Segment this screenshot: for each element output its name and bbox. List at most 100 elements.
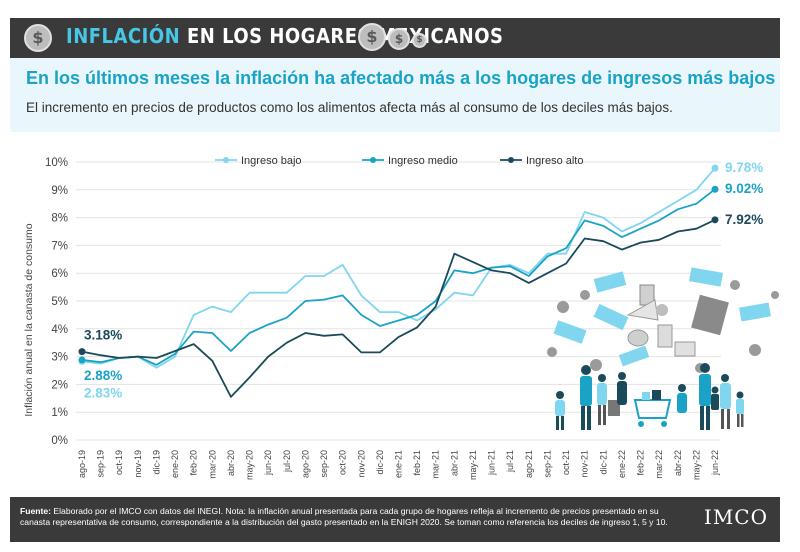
footer: Fuente: Elaborado por el IMCO con datos … [10, 497, 780, 542]
end-value-label: 7.92% [725, 212, 763, 227]
x-tick-label: sep-21 [542, 450, 552, 478]
series-end-point [711, 185, 719, 193]
x-tick-label: nov-21 [580, 450, 590, 478]
legend-marker [508, 157, 514, 163]
x-tick-label: ago-20 [300, 450, 310, 478]
bread-icon [627, 329, 649, 347]
dollar-coin-icon: $ [358, 23, 386, 51]
coin-icon [557, 301, 569, 313]
y-tick-label: 6% [51, 268, 68, 280]
banknote-icon [618, 345, 650, 367]
x-tick-label: feb-21 [412, 450, 422, 476]
shopping-cart-icon [633, 399, 672, 419]
legend: Ingreso bajo Ingreso medio Ingreso alto [215, 155, 583, 167]
banner-title-rest: EN LOS HOGARES MEXICANOS [186, 24, 504, 48]
legend-label: Ingreso bajo [241, 155, 302, 167]
y-tick-label: 9% [51, 185, 68, 197]
x-tick-label: may-20 [245, 450, 255, 480]
imco-logo: IMCO [703, 505, 768, 529]
y-tick-label: 7% [51, 240, 68, 252]
x-tick-label: abr-20 [226, 450, 236, 476]
coin-icon [749, 344, 761, 356]
x-tick-label: sep-20 [319, 450, 329, 478]
x-tick-label: ene-20 [170, 450, 180, 478]
start-value-label: 3.18% [84, 328, 122, 343]
box-icon [674, 341, 696, 357]
series-line-2 [81, 218, 716, 398]
x-tick-label: dic-19 [151, 450, 161, 475]
x-tick-label: sep-19 [96, 450, 106, 478]
x-tick-label: ago-21 [524, 450, 534, 478]
card-icon [691, 294, 729, 336]
banner-title-highlight: INFLACIÓN [66, 24, 181, 48]
apple-icon [656, 304, 668, 316]
x-tick-label: ene-21 [394, 450, 404, 478]
banknote-icon [689, 267, 723, 287]
y-tick-label: 5% [51, 296, 68, 308]
banner-title: INFLACIÓN EN LOS HOGARES MEXICANOS [66, 24, 503, 48]
grid [76, 161, 721, 441]
dollar-coin-icon: $ [388, 28, 410, 50]
x-tick-label: feb-20 [189, 450, 199, 476]
dollar-coin-icon: $ [24, 24, 52, 52]
x-tick-label: abr-22 [673, 450, 683, 476]
legend-marker [370, 157, 376, 163]
x-tick-label: jun-20 [263, 450, 273, 476]
x-tick-label: oct-21 [561, 450, 571, 475]
x-tick-label: jul-21 [505, 450, 515, 473]
y-tick-label: 4% [51, 324, 68, 336]
milk-carton-icon [657, 324, 673, 348]
inflation-chart: 0% 1% 2% 3% 4% 5% 6% 7% 8% 9% 10% ago-19 sep-19 oct-… [10, 140, 780, 495]
y-tick-label: 1% [51, 407, 68, 419]
subline: El incremento en precios de productos co… [26, 100, 673, 115]
coin-icon [730, 280, 740, 290]
footer-note: Fuente: Elaborado por el IMCO con datos … [20, 506, 680, 528]
legend-label: Ingreso medio [388, 155, 458, 167]
x-tick-label: nov-19 [133, 450, 143, 478]
family-group [555, 363, 744, 430]
series-line-1 [81, 188, 716, 366]
x-tick-label: mar-20 [207, 450, 217, 479]
start-value-label: 2.88% [84, 368, 122, 383]
x-tick-label: nov-20 [356, 450, 366, 478]
end-value-label: 9.02% [725, 181, 763, 196]
source-text: Elaborado por el IMCO con datos del INEG… [20, 506, 668, 527]
series-start-point [78, 348, 86, 356]
y-tick-label: 8% [51, 213, 68, 225]
x-tick-label: may-22 [691, 450, 701, 480]
coin-icon [590, 359, 602, 371]
shopping-family-illustration [547, 267, 779, 430]
end-value-label: 9.78% [725, 160, 763, 175]
series-end-point [711, 216, 719, 224]
x-tick-label: jul-20 [282, 450, 292, 473]
x-tick-label: oct-19 [114, 450, 124, 475]
x-axis-ticks: ago-19 sep-19 oct-19 nov-19 dic-19 ene-20 feb-… [77, 450, 720, 480]
y-tick-label: 0% [51, 435, 68, 447]
source-label: Fuente: [20, 506, 52, 516]
banknote-icon [553, 320, 587, 344]
series-line-0 [81, 167, 716, 369]
y-tick-label: 2% [51, 379, 68, 391]
x-tick-label: dic-21 [598, 450, 608, 475]
x-tick-label: feb-22 [636, 450, 646, 476]
y-axis-ticks: 0% 1% 2% 3% 4% 5% 6% 7% 8% 9% 10% [45, 157, 68, 447]
headline: En los últimos meses la inflación ha afe… [26, 68, 776, 88]
x-tick-label: jun-21 [487, 450, 497, 476]
x-tick-label: ene-22 [617, 450, 627, 478]
x-tick-label: mar-22 [654, 450, 664, 479]
legend-marker [223, 157, 229, 163]
x-tick-label: mar-21 [431, 450, 441, 479]
start-value-label: 2.83% [84, 385, 122, 400]
banknote-icon [593, 303, 629, 331]
series-lines [78, 164, 719, 398]
x-tick-label: ago-19 [77, 450, 87, 478]
subheader: En los últimos meses la inflación ha afe… [10, 58, 780, 132]
legend-label: Ingreso alto [526, 155, 583, 167]
x-tick-label: may-21 [468, 450, 478, 480]
dollar-coin-icon: $ [412, 33, 427, 48]
x-tick-label: jun-22 [710, 450, 720, 476]
title-banner: $ INFLACIÓN EN LOS HOGARES MEXICANOS $ $… [10, 18, 780, 58]
series-end-point [711, 164, 719, 172]
x-tick-label: abr-21 [449, 450, 459, 476]
line-chart: 0% 1% 2% 3% 4% 5% 6% 7% 8% 9% 10% ago-19 sep-19 oct-… [23, 155, 779, 480]
